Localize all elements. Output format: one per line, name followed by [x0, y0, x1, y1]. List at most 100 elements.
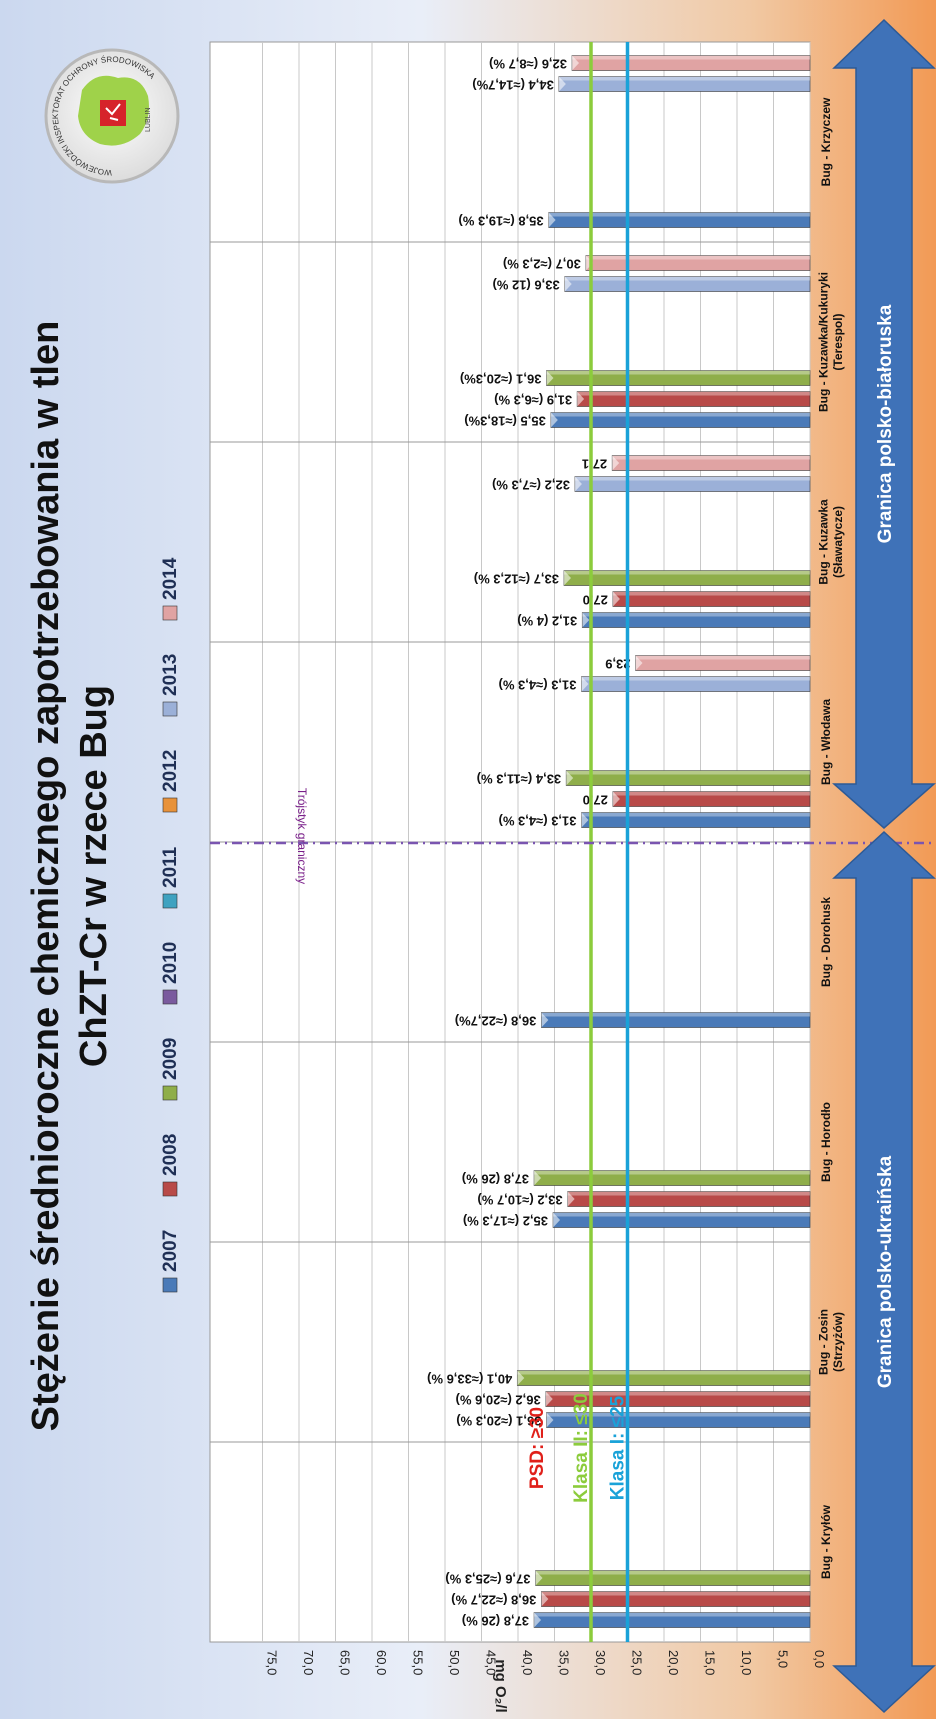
data-label: 32,2 (≈7,3 %)	[492, 478, 570, 493]
data-label: 35,5 (≈18,3%)	[464, 414, 546, 429]
bar-tip	[635, 655, 643, 671]
y-tick-label: 0,0	[812, 1650, 827, 1668]
title-line-2: ChZT-Cr w rzece Bug	[73, 685, 115, 1067]
legend-label-2013: 2013	[160, 654, 181, 696]
y-axis-ticks: 0,0 5,0 10,0 15,0 20,0 25,0 30,0 35,0 40,0 45,0 50…	[265, 1650, 828, 1675]
bar-highlight	[535, 1570, 810, 1575]
legend-label-2011: 2011	[160, 846, 181, 888]
bar-highlight	[581, 676, 810, 681]
data-label: 33,7 (≈12,3 %)	[474, 572, 559, 587]
bar-tip	[517, 1370, 525, 1386]
bar-highlight	[550, 412, 810, 417]
category-bug-kuzawka-kukuryki-terespol: 35,5 (≈18,3%) 31,9 (≈6,3 %) 36,1 (≈20,3%) 3…	[460, 255, 811, 429]
bar-highlight	[564, 276, 810, 281]
category-label: Bug - Dorohusk	[819, 897, 833, 987]
data-label: 36,1 (≈20,3%)	[460, 372, 542, 387]
category-label: Bug - Włodawa	[819, 699, 833, 785]
bar-tip	[581, 812, 589, 828]
category-label: Bug - Kryłów	[819, 1504, 833, 1579]
bar-tip	[534, 1612, 542, 1628]
y-tick-label: 65,0	[338, 1650, 353, 1675]
legend-swatch-2008	[162, 1181, 178, 1197]
data-label: 31,3 (≈4,3 %)	[499, 678, 577, 693]
bar-highlight	[635, 655, 810, 660]
y-tick-label: 70,0	[301, 1650, 316, 1675]
category-bug-kuzawka-slawatycze: 31,2 (4 %) 27,0 33,7 (≈12,3 %) 32,2 (≈7,3 %…	[474, 455, 811, 629]
legend-swatch-2011	[162, 893, 178, 909]
bar-tip	[567, 1191, 575, 1207]
data-label: 33,6 (12 %)	[493, 278, 560, 293]
category-label: Bug - Zosin(Strzyżów)	[817, 1309, 845, 1375]
border-arrow-belarus: Granica polsko-białoruska	[832, 18, 936, 829]
bars: 37,8 (26 %)36,8 (≈22,7 %)37,6 (≈25,3 %)3…	[427, 55, 811, 1629]
bar-tip	[574, 476, 582, 492]
wios-logo: WOJEWÓDZKI INSPEKTORAT OCHRONY ŚRODOWISK…	[44, 48, 180, 184]
bar-tip	[566, 770, 574, 786]
bar-highlight	[572, 55, 810, 60]
bar-tip	[545, 1391, 553, 1407]
legend-label-2007: 2007	[160, 1230, 181, 1272]
category-bug-krzyczew: 35,8 (≈19,3 %) 34,4 (≈14,7%) 32,6 (≈8,7 %)	[458, 55, 811, 229]
category-bug-krylow: 37,8 (26 %) 36,8 (≈22,7 %) 37,6 (≈25,3 %)	[445, 1570, 811, 1629]
bar-tip	[546, 370, 554, 386]
data-label: 31,2 (4 %)	[517, 614, 577, 629]
data-label: 27,0	[583, 793, 608, 808]
data-label: 33,4 (≈11,3 %)	[477, 772, 561, 787]
data-label: 27,1	[582, 457, 607, 472]
legend-swatch-2013	[162, 701, 178, 717]
bar-highlight	[546, 1412, 810, 1417]
y-tick-label: 35,0	[557, 1650, 572, 1675]
bar-highlight	[585, 255, 810, 260]
chart-title: Stężenie średnioroczne chemicznego zapot…	[25, 321, 115, 1432]
tripoint-marker: Trójstyk graniczny	[210, 788, 936, 884]
bar-highlight	[563, 570, 810, 575]
bar-tip	[563, 570, 571, 586]
y-tick-label: 10,0	[739, 1650, 754, 1675]
y-tick-label: 75,0	[265, 1650, 280, 1675]
bar-tip	[553, 1212, 561, 1228]
legend-swatch-2012	[162, 797, 178, 813]
bar-tip	[558, 76, 566, 92]
y-tick-label: 45,0	[484, 1650, 499, 1675]
y-tick-label: 40,0	[520, 1650, 535, 1675]
data-label: 35,8 (≈19,3 %)	[458, 214, 543, 229]
data-label: 27,0	[583, 593, 608, 608]
legend-label-2010: 2010	[160, 942, 181, 984]
title-line-1: Stężenie średnioroczne chemicznego zapot…	[25, 321, 67, 1432]
bar-highlight	[567, 1191, 810, 1196]
data-label: 37,6 (≈25,3 %)	[445, 1572, 530, 1587]
bar-highlight	[545, 1391, 810, 1396]
bar-highlight	[517, 1370, 810, 1375]
reference-label-klasa-ii-30: Klasa II: ≤30	[571, 1393, 592, 1503]
bar-highlight	[566, 770, 810, 775]
bar-highlight	[574, 476, 810, 481]
data-label: 34,4 (≈14,7%)	[472, 78, 554, 93]
data-label: 31,9 (≈6,3 %)	[494, 393, 572, 408]
legend-swatch-2007	[162, 1277, 178, 1293]
data-label: 36,2 (≈20,6 %)	[456, 1393, 541, 1408]
bar-highlight	[541, 1012, 810, 1017]
legend-label-2014: 2014	[160, 557, 181, 600]
category-bug-wlodawa: 31,3 (≈4,3 %) 27,0 33,4 (≈11,3 %) 31,3 (≈4,…	[477, 655, 811, 829]
category-bug-zosin-strzyzow: 36,1 (≈20,3 %) 36,2 (≈20,6 %) 40,1 (≈33,6 …	[427, 1370, 811, 1429]
bar-tip	[564, 276, 572, 292]
legend-label-2008: 2008	[160, 1134, 181, 1176]
bar-tip	[612, 455, 620, 471]
y-axis-title: mg O₂/l	[492, 1659, 509, 1712]
legend: 2007 2008 2009 2010 2011 2012 2013 2014	[160, 557, 181, 1293]
category-label: Bug - Kuzawka/Kukuryki(Terespol)	[817, 272, 845, 412]
bar-tip	[550, 412, 558, 428]
legend-swatch-2010	[162, 989, 178, 1005]
y-tick-label: 30,0	[593, 1650, 608, 1675]
legend-swatch-2014	[162, 605, 178, 621]
bar-highlight	[548, 212, 810, 217]
bar-highlight	[553, 1212, 810, 1217]
bar-highlight	[612, 791, 810, 796]
bar-tip	[548, 212, 556, 228]
data-label: 36,8 (≈22,7 %)	[451, 1593, 536, 1608]
y-tick-label: 50,0	[447, 1650, 462, 1675]
bar-highlight	[581, 812, 810, 817]
bar-tip	[577, 391, 585, 407]
